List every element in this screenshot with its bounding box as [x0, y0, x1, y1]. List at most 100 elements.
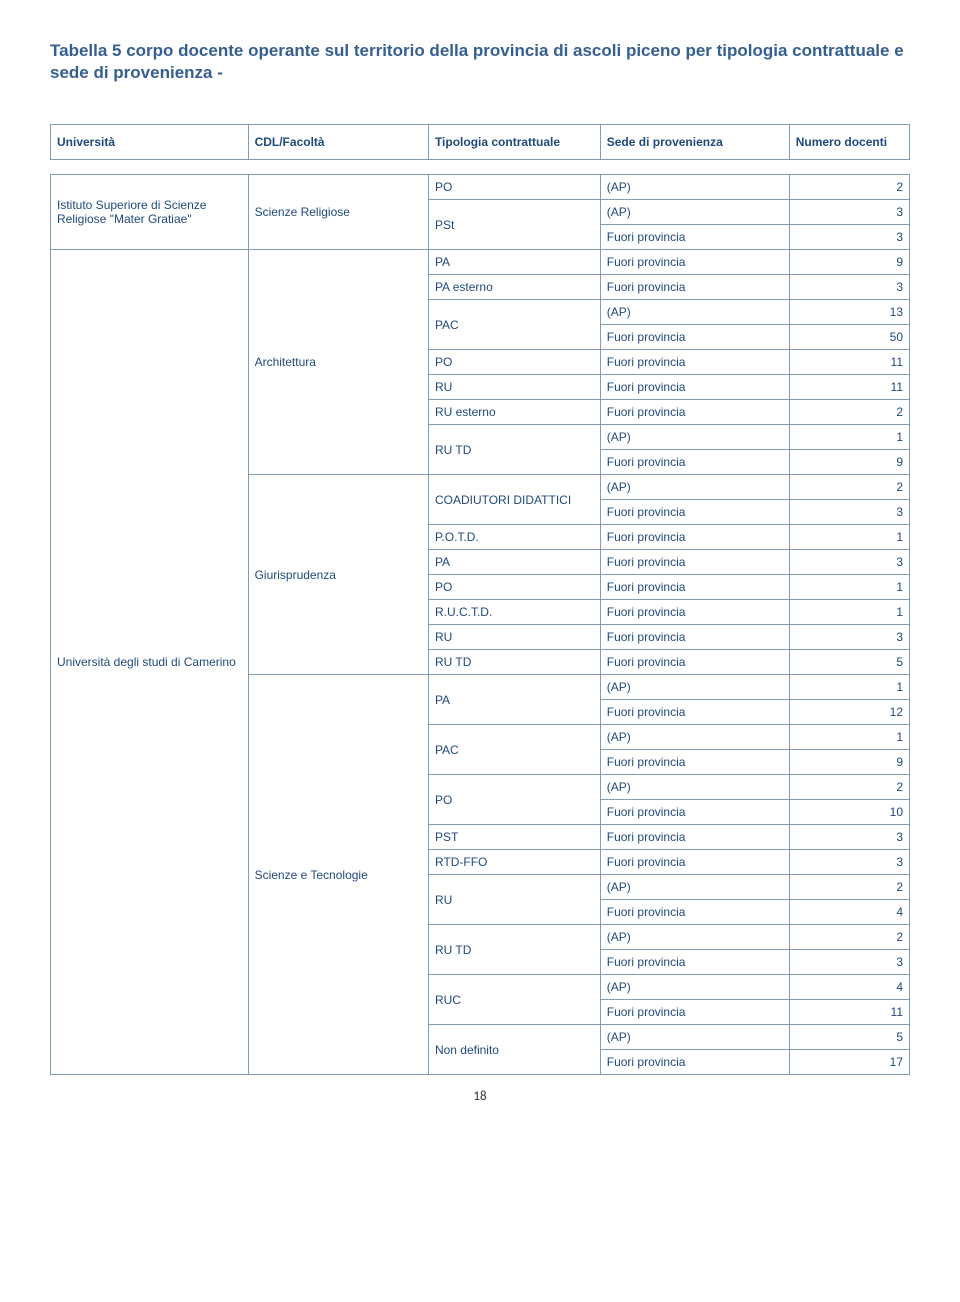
cell-numero: 50: [789, 325, 909, 350]
cell-sede: (AP): [600, 875, 789, 900]
cell-tipologia: RTD-FFO: [428, 850, 600, 875]
cell-numero: 17: [789, 1050, 909, 1075]
cell-tipologia: PAC: [428, 300, 600, 350]
cell-sede: (AP): [600, 200, 789, 225]
cell-sede: Fuori provincia: [600, 950, 789, 975]
cell-sede: Fuori provincia: [600, 375, 789, 400]
cell-sede: Fuori provincia: [600, 700, 789, 725]
cell-numero: 9: [789, 450, 909, 475]
cell-sede: (AP): [600, 475, 789, 500]
cell-numero: 4: [789, 975, 909, 1000]
cell-sede: Fuori provincia: [600, 400, 789, 425]
cell-tipologia: PO: [428, 775, 600, 825]
cell-tipologia: RU: [428, 875, 600, 925]
table-title: Tabella 5 corpo docente operante sul ter…: [50, 40, 910, 84]
cell-sede: Fuori provincia: [600, 500, 789, 525]
cell-tipologia: PA esterno: [428, 275, 600, 300]
cell-numero: 1: [789, 725, 909, 750]
cell-numero: 1: [789, 525, 909, 550]
cell-sede: Fuori provincia: [600, 525, 789, 550]
cell-numero: 10: [789, 800, 909, 825]
cell-sede: Fuori provincia: [600, 1050, 789, 1075]
cell-numero: 3: [789, 225, 909, 250]
cell-numero: 1: [789, 600, 909, 625]
cell-sede: Fuori provincia: [600, 825, 789, 850]
cell-numero: 3: [789, 200, 909, 225]
cell-facolta: Scienze e Tecnologie: [248, 675, 428, 1075]
cell-tipologia: PO: [428, 350, 600, 375]
cell-tipologia: PA: [428, 675, 600, 725]
cell-numero: 1: [789, 425, 909, 450]
cell-tipologia: RU: [428, 375, 600, 400]
cell-sede: Fuori provincia: [600, 900, 789, 925]
cell-sede: Fuori provincia: [600, 625, 789, 650]
cell-numero: 3: [789, 550, 909, 575]
cell-numero: 2: [789, 475, 909, 500]
cell-numero: 3: [789, 500, 909, 525]
header-row: Università CDL/Facoltà Tipologia contrat…: [51, 125, 910, 160]
cell-sede: (AP): [600, 675, 789, 700]
cell-sede: Fuori provincia: [600, 1000, 789, 1025]
cell-tipologia: RU TD: [428, 425, 600, 475]
cell-facolta: Giurisprudenza: [248, 475, 428, 675]
cell-numero: 2: [789, 775, 909, 800]
cell-sede: Fuori provincia: [600, 225, 789, 250]
cell-numero: 5: [789, 650, 909, 675]
cell-sede: Fuori provincia: [600, 450, 789, 475]
col-tipologia: Tipologia contrattuale: [428, 125, 600, 160]
cell-sede: (AP): [600, 725, 789, 750]
col-universita: Università: [51, 125, 249, 160]
cell-tipologia: PA: [428, 550, 600, 575]
cell-sede: (AP): [600, 300, 789, 325]
cell-tipologia: RU TD: [428, 925, 600, 975]
cell-sede: (AP): [600, 425, 789, 450]
cell-numero: 3: [789, 950, 909, 975]
cell-tipologia: R.U.C.T.D.: [428, 600, 600, 625]
cell-numero: 5: [789, 1025, 909, 1050]
cell-numero: 1: [789, 575, 909, 600]
cell-numero: 11: [789, 375, 909, 400]
table-row: Istituto Superiore di Scienze Religiose …: [51, 175, 910, 200]
spacer: [51, 160, 910, 175]
cell-sede: (AP): [600, 775, 789, 800]
cell-tipologia: PSt: [428, 200, 600, 250]
cell-sede: Fuori provincia: [600, 275, 789, 300]
cell-tipologia: RU TD: [428, 650, 600, 675]
col-numero: Numero docenti: [789, 125, 909, 160]
cell-numero: 3: [789, 825, 909, 850]
cell-numero: 1: [789, 675, 909, 700]
page-number: 18: [50, 1089, 910, 1104]
cell-sede: Fuori provincia: [600, 325, 789, 350]
cell-facolta: Architettura: [248, 250, 428, 475]
cell-numero: 3: [789, 625, 909, 650]
cell-sede: Fuori provincia: [600, 550, 789, 575]
cell-numero: 3: [789, 275, 909, 300]
data-table: Università CDL/Facoltà Tipologia contrat…: [50, 124, 910, 1075]
cell-numero: 13: [789, 300, 909, 325]
cell-sede: (AP): [600, 975, 789, 1000]
cell-sede: Fuori provincia: [600, 750, 789, 775]
cell-tipologia: Non definito: [428, 1025, 600, 1075]
col-sede: Sede di provenienza: [600, 125, 789, 160]
cell-tipologia: PST: [428, 825, 600, 850]
cell-tipologia: PO: [428, 575, 600, 600]
cell-numero: 12: [789, 700, 909, 725]
cell-numero: 3: [789, 850, 909, 875]
cell-tipologia: PAC: [428, 725, 600, 775]
cell-sede: (AP): [600, 925, 789, 950]
cell-tipologia: RUC: [428, 975, 600, 1025]
cell-numero: 2: [789, 875, 909, 900]
cell-sede: Fuori provincia: [600, 650, 789, 675]
cell-sede: (AP): [600, 1025, 789, 1050]
cell-tipologia: PA: [428, 250, 600, 275]
cell-facolta: Scienze Religiose: [248, 175, 428, 250]
cell-sede: Fuori provincia: [600, 850, 789, 875]
cell-sede: Fuori provincia: [600, 800, 789, 825]
cell-numero: 4: [789, 900, 909, 925]
cell-universita: Università degli studi di Camerino: [51, 250, 249, 1075]
cell-numero: 2: [789, 400, 909, 425]
cell-tipologia: COADIUTORI DIDATTICI: [428, 475, 600, 525]
cell-sede: Fuori provincia: [600, 600, 789, 625]
cell-numero: 2: [789, 175, 909, 200]
table-row: Università degli studi di Camerino Archi…: [51, 250, 910, 275]
